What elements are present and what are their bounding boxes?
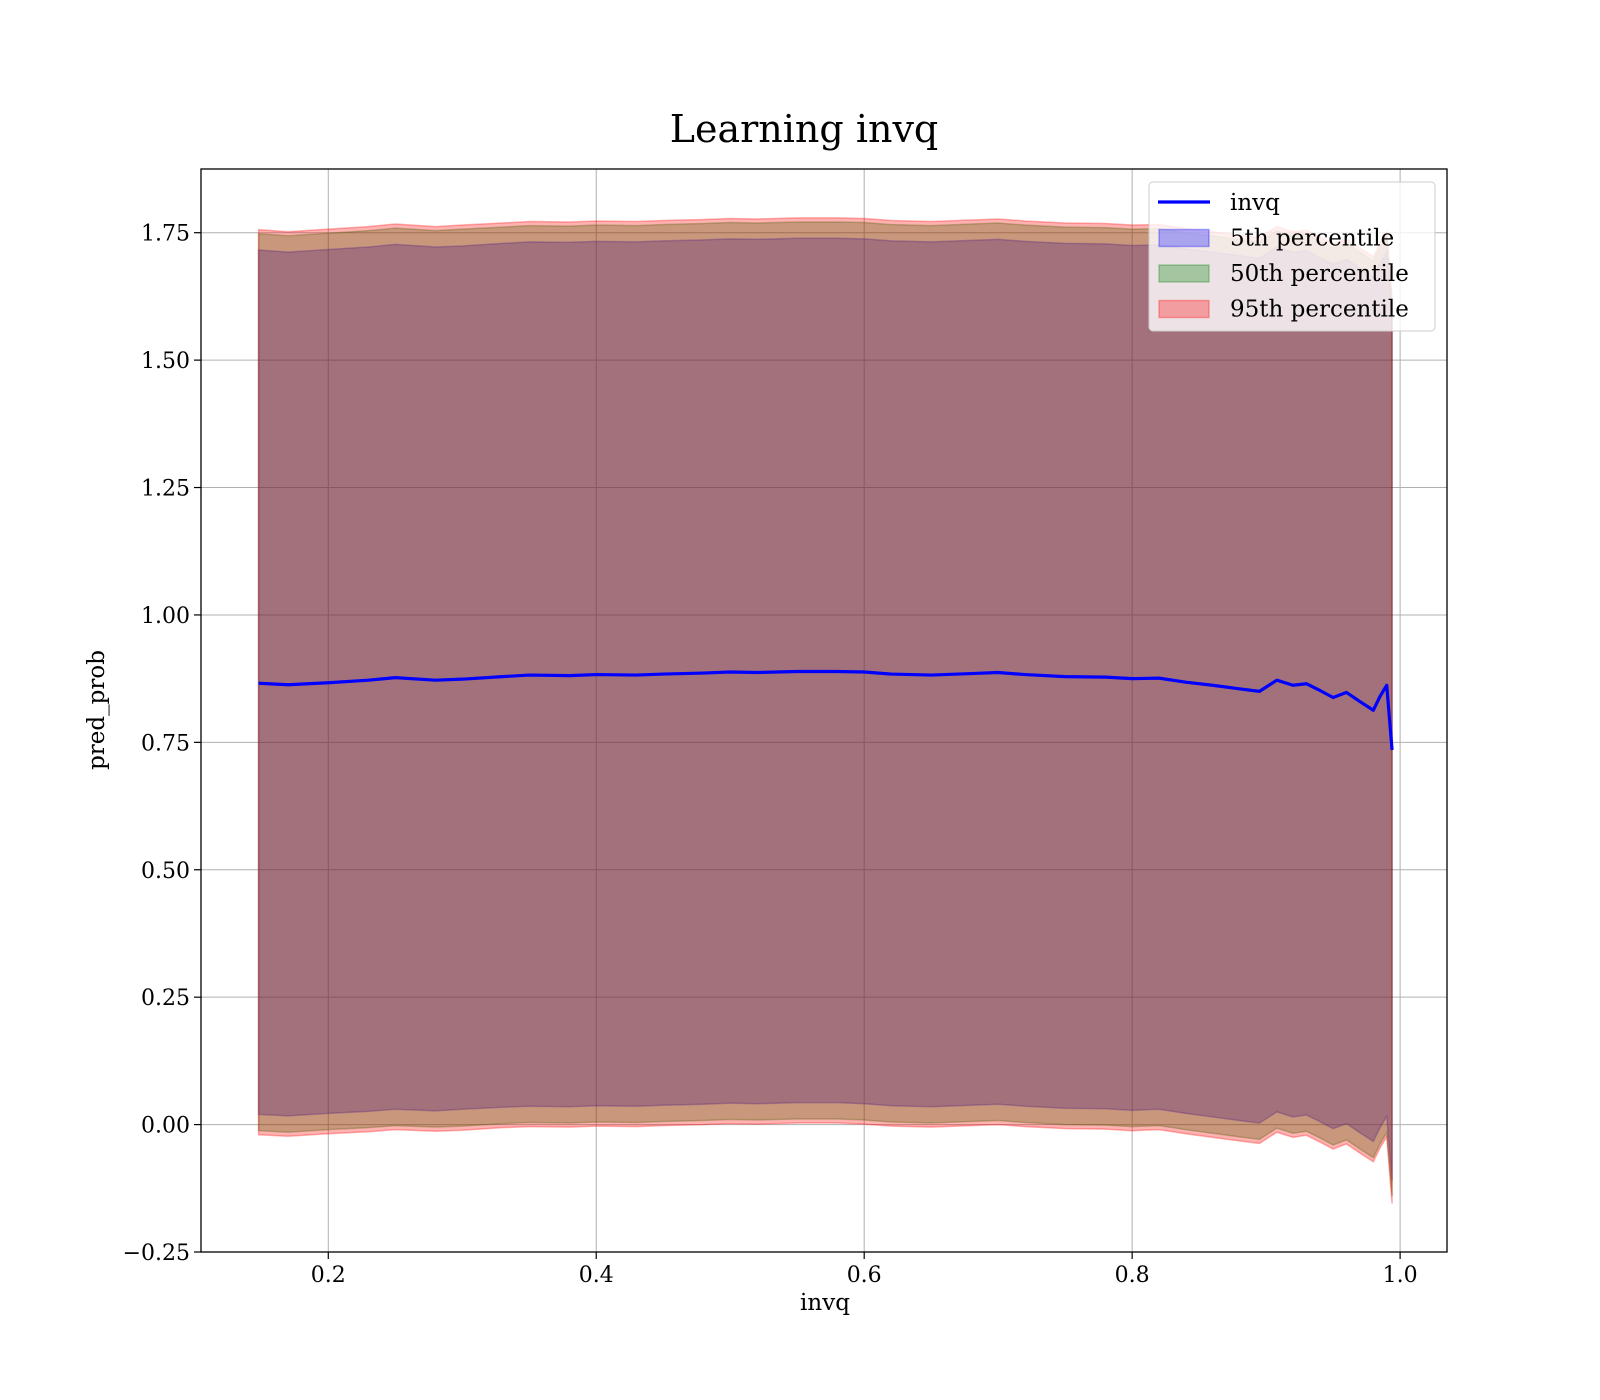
legend-label-95th-percentile: 95th percentile (1230, 297, 1409, 323)
y-tick-label: 0.25 (141, 986, 190, 1011)
series-lines (258, 669, 1394, 751)
x-tick-label: 0.8 (1115, 1263, 1150, 1288)
legend-swatch-50th-percentile (1158, 264, 1210, 283)
plot-frame (200, 168, 1448, 1253)
y-tick-label: 0.00 (141, 1114, 190, 1139)
y-tick-label: 0.50 (141, 859, 190, 884)
percentile-bands (257, 217, 1393, 1204)
x-axis-label: invq (800, 1290, 850, 1316)
legend: invq 5th percentile 50th percentile 95th pe… (1148, 181, 1436, 332)
grid-lines (201, 169, 1447, 1253)
x-axis-ticks: 0.2 0.4 0.6 0.8 1.0 (311, 1252, 1418, 1288)
x-tick-label: 0.4 (579, 1263, 614, 1288)
band-95th-percentile (257, 217, 1393, 1204)
y-tick-label: 0.75 (141, 731, 190, 756)
y-tick-label: 1.75 (141, 222, 190, 247)
x-tick-label: 0.6 (847, 1263, 882, 1288)
y-tick-label: 1.50 (141, 349, 190, 374)
legend-label-50th-percentile: 50th percentile (1230, 261, 1409, 287)
legend-label-5th-percentile: 5th percentile (1230, 226, 1394, 252)
legend-swatch-95th-percentile (1158, 299, 1210, 319)
y-tick-label: −0.25 (123, 1241, 190, 1266)
legend-box (1148, 181, 1436, 332)
legend-swatch-5th-percentile (1158, 228, 1210, 248)
band-50th-percentile (257, 221, 1393, 1197)
y-tick-label: 1.25 (141, 477, 190, 502)
line-invq (258, 669, 1394, 751)
chart-title: Learning invq (670, 107, 938, 151)
y-axis-ticks: −0.25 0.00 0.25 0.50 0.75 1.00 1.25 1.50 1.75 (123, 222, 201, 1266)
y-tick-label: 1.00 (141, 604, 190, 629)
y-axis-label: pred_prob (84, 650, 110, 770)
legend-label-invq: invq (1230, 190, 1280, 216)
x-tick-label: 1.0 (1383, 1263, 1418, 1288)
x-tick-label: 0.2 (311, 1263, 346, 1288)
band-5th-percentile (257, 237, 1393, 1181)
